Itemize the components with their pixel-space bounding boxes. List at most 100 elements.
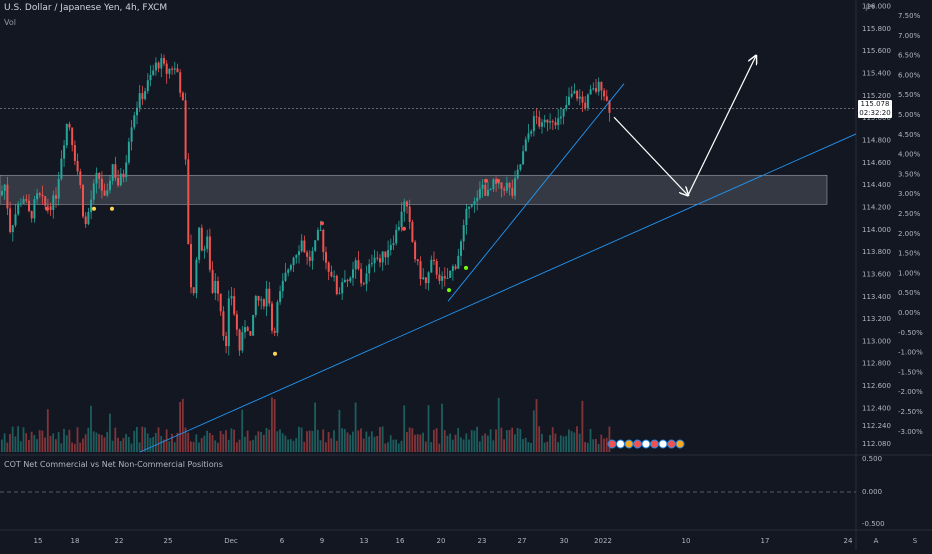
candle-body [384, 251, 387, 258]
candle-body [146, 80, 149, 92]
volume-bar [392, 439, 395, 452]
candle-body [573, 90, 576, 94]
candle-body [249, 331, 252, 336]
support-zone [0, 174, 828, 205]
candle-body [581, 96, 584, 103]
volume-bar [362, 438, 365, 452]
volume-bar [570, 431, 573, 452]
time-tick-label: 10 [682, 537, 691, 545]
percent-tick-label: -1.00% [898, 349, 923, 357]
volume-bar [303, 441, 306, 452]
volume-bar [500, 427, 503, 452]
volume-bar [127, 436, 130, 452]
volume-bar [244, 436, 246, 452]
candle-body [370, 263, 373, 265]
volume-bar [173, 442, 176, 452]
volume-bar [497, 397, 500, 452]
candle-body [511, 187, 514, 196]
volume-bar [65, 435, 68, 452]
volume-bar [233, 429, 235, 452]
volume-bar [427, 405, 430, 452]
volume-bar [508, 430, 511, 452]
candle-body [79, 171, 82, 185]
candle-body [476, 197, 479, 202]
time-tick-label: 18 [71, 537, 80, 545]
volume-bar [198, 442, 200, 452]
candle-body [33, 199, 36, 219]
volume-bar [211, 435, 214, 452]
volume-bar [454, 434, 457, 452]
candle-body [63, 145, 66, 159]
candle-body [28, 200, 30, 211]
candle-body [524, 139, 527, 152]
volume-bar [557, 442, 559, 452]
candle-body [276, 301, 279, 333]
volume-bar [55, 439, 57, 452]
volume-bar [411, 428, 414, 452]
volume-bar [535, 399, 538, 452]
candle-body [395, 229, 398, 244]
price-tick-label: 113.200 [862, 315, 891, 323]
volume-bar [460, 437, 462, 452]
volume-bar [462, 439, 465, 452]
price-tick-label: 115.200 [862, 92, 891, 100]
candle-body [217, 281, 219, 294]
candle-body [492, 179, 495, 189]
candle-body [127, 141, 130, 163]
volume-bar [257, 431, 260, 452]
volume-bar [576, 426, 578, 452]
candle-body [130, 127, 133, 142]
candle-body [195, 259, 198, 294]
candle-body [595, 88, 597, 92]
volume-bar [435, 428, 438, 452]
volume-bar [133, 430, 136, 452]
candle-body [235, 314, 238, 330]
volume-bar [84, 434, 87, 452]
price-tick-label: 113.400 [862, 293, 891, 301]
candle-body [314, 240, 317, 251]
cot-tick-label: 0.500 [862, 455, 882, 463]
candle-body [149, 74, 152, 81]
percent-tick-label: 0.50% [898, 289, 921, 297]
candle-body [468, 206, 471, 209]
volume-bar [190, 441, 192, 452]
volume-bar [184, 427, 187, 452]
candle-body [98, 173, 101, 179]
candle-body [1, 190, 3, 196]
volume-bar [433, 429, 435, 452]
time-tick-label: 13 [360, 537, 369, 545]
volume-bar [573, 432, 576, 452]
volume-bar [300, 427, 303, 452]
candle-body [46, 205, 49, 207]
volume-bar [457, 428, 460, 452]
event-flag-icon [641, 439, 651, 449]
volume-bar [441, 403, 443, 452]
time-tick-label: 17 [761, 537, 770, 545]
candle-body [122, 173, 125, 178]
volume-bar [103, 437, 106, 452]
percent-tick-label: 4.50% [898, 131, 921, 139]
volume-bar [117, 437, 119, 452]
candle-body [406, 201, 408, 207]
candle-body [400, 211, 403, 228]
candle-body [311, 250, 314, 261]
volume-bar [176, 432, 179, 452]
signal-marker [484, 178, 488, 183]
candle-body [430, 259, 433, 273]
candle-body [57, 178, 60, 199]
price-tick-label: 115.000 [862, 114, 891, 122]
volume-bar [241, 409, 244, 452]
volume-bar [438, 443, 441, 452]
volume-bar [92, 431, 95, 452]
time-tick-label: 23 [478, 537, 487, 545]
volume-bar [246, 430, 249, 452]
candle-body [503, 188, 506, 191]
signal-marker [92, 206, 96, 211]
chart-title: U.S. Dollar / Japanese Yen, 4h, FXCM [4, 3, 168, 13]
volume-bar [217, 442, 219, 452]
volume-bar [200, 438, 203, 452]
candle-body [103, 190, 106, 196]
candle-body [462, 224, 465, 242]
